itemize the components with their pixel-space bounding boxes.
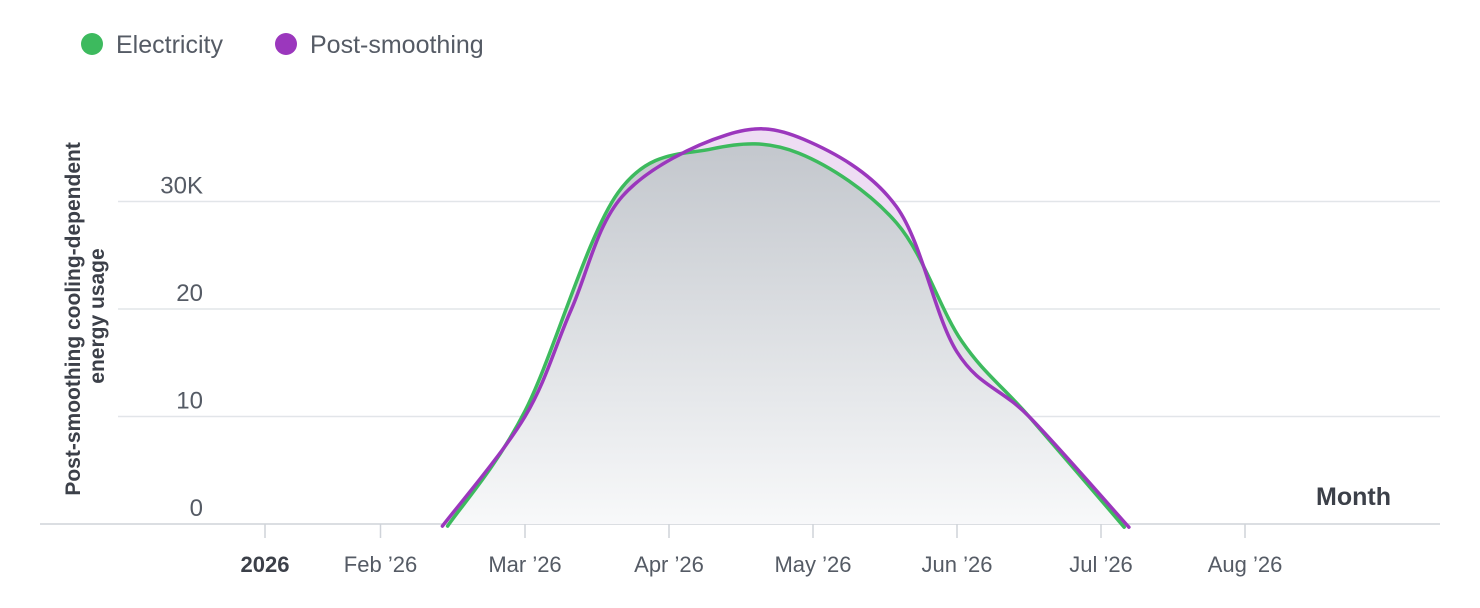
- x-tick-label-1: Feb ’26: [344, 552, 417, 577]
- y-axis-title-line-1: Post-smoothing cooling-dependent: [62, 142, 85, 495]
- x-tick-label-3: Apr ’26: [634, 552, 704, 577]
- area-fill-electricity: [447, 143, 1125, 528]
- legend: Electricity Post-smoothing: [81, 31, 484, 59]
- x-axis-title: Month: [1316, 483, 1391, 511]
- x-tick-label-4: May ’26: [774, 552, 851, 577]
- legend-item-electricity[interactable]: Electricity: [81, 31, 223, 59]
- x-tick-label-2: Mar ’26: [488, 552, 561, 577]
- legend-item-post-smoothing[interactable]: Post-smoothing: [275, 31, 484, 59]
- legend-label-electricity: Electricity: [116, 31, 223, 59]
- series-lines: [440, 127, 1131, 529]
- plot-area: [442, 128, 1129, 528]
- y-axis-title-line-2: energy usage: [86, 248, 109, 383]
- x-axis-ticks: 2026 Feb ’26 Mar ’26 Apr ’26 May ’26 Jun ’26 J…: [241, 524, 1283, 577]
- y-tick-label-0: 0: [190, 495, 203, 522]
- y-tick-label-2: 20: [176, 280, 203, 307]
- y-tick-label-1: 10: [176, 388, 203, 415]
- series-line-electricity: [445, 142, 1126, 529]
- legend-label-post-smoothing: Post-smoothing: [310, 31, 484, 59]
- legend-dot-post-smoothing: [275, 33, 297, 55]
- legend-dot-electricity: [81, 33, 103, 55]
- x-tick-label-0: 2026: [241, 552, 290, 577]
- x-tick-label-7: Aug ’26: [1208, 552, 1283, 577]
- x-tick-label-6: Jul ’26: [1069, 552, 1133, 577]
- series-line-post-smoothing: [440, 127, 1131, 529]
- x-tick-label-5: Jun ’26: [922, 552, 993, 577]
- y-axis-title: Post-smoothing cooling-dependent energy …: [62, 136, 109, 495]
- y-tick-label-3: 30K: [160, 173, 203, 200]
- y-axis-ticks: 0 10 20 30K: [160, 173, 203, 523]
